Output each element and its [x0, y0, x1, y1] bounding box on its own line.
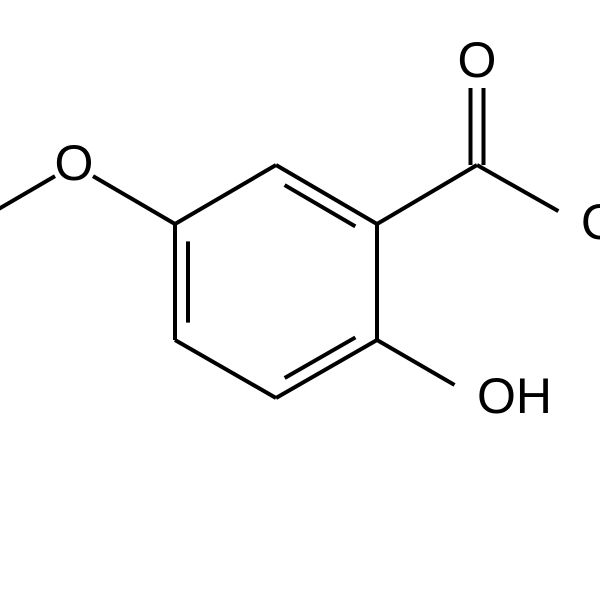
atom-label-O11: OH	[581, 194, 600, 250]
bond	[93, 176, 175, 224]
atom-label-O10: O	[458, 32, 497, 88]
bond	[0, 176, 55, 224]
chemical-structure: O O OH OH	[0, 0, 600, 600]
bond	[175, 165, 276, 224]
atom-label-O7: O	[55, 135, 94, 191]
bond	[175, 340, 276, 398]
bond	[377, 165, 477, 224]
bond	[276, 340, 377, 398]
bond	[377, 340, 455, 385]
bond	[477, 165, 558, 211]
bond	[276, 165, 377, 224]
atom-label-O12: OH	[477, 368, 552, 424]
